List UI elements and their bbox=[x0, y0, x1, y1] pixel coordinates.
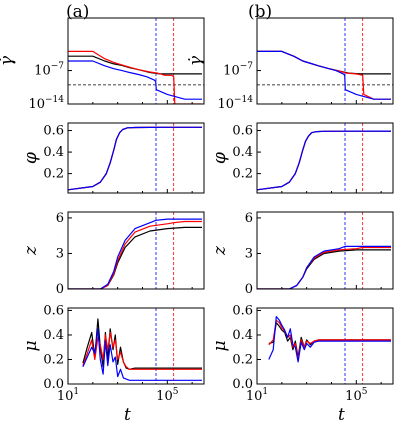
y-tick-label: 0.4 bbox=[43, 145, 64, 160]
x-axis-label-a: t bbox=[124, 405, 131, 425]
red-series-line bbox=[257, 50, 391, 100]
y-tick-label: 0.4 bbox=[232, 328, 253, 343]
y-axis-label-mu: μ bbox=[21, 340, 41, 351]
red-series-line bbox=[68, 50, 202, 104]
tick-exponent: −7 bbox=[240, 62, 254, 72]
series-group bbox=[68, 218, 202, 289]
tick-exponent: −7 bbox=[51, 62, 65, 72]
x-tick-label: 101 bbox=[246, 387, 268, 404]
black-series-line bbox=[257, 130, 391, 191]
y-tick-label: 0 bbox=[56, 282, 64, 297]
red-series-line bbox=[68, 220, 202, 289]
y-tick-label: 0.2 bbox=[232, 167, 253, 182]
blue-series-line bbox=[257, 50, 391, 100]
blue-series-line bbox=[68, 218, 202, 289]
x-tick-label: 105 bbox=[345, 387, 368, 404]
y-tick-label: 0.0 bbox=[43, 377, 64, 392]
axes-frame bbox=[67, 307, 205, 385]
black-series-line bbox=[257, 50, 391, 75]
axes-frame bbox=[67, 211, 205, 290]
series-group bbox=[257, 50, 391, 100]
red-series-line bbox=[82, 331, 202, 370]
y-tick-label: 0.4 bbox=[43, 328, 64, 343]
series-group bbox=[268, 316, 391, 363]
panel-gamma-b: 10−7 10−14 γ̇ bbox=[186, 17, 394, 112]
panel-z-b: 6 3 0 z bbox=[210, 211, 394, 297]
panel-gamma-a: 10−7 10−14 γ̇ bbox=[0, 17, 205, 112]
tick-exponent: 5 bbox=[173, 387, 179, 397]
blue-series-line bbox=[68, 126, 202, 191]
blue-series-line bbox=[257, 245, 391, 289]
tick-exponent: −14 bbox=[234, 95, 253, 105]
axes-frame bbox=[67, 122, 205, 194]
y-tick-label: 0.0 bbox=[232, 377, 253, 392]
panel-phi-a: 0.6 0.4 0.2φ bbox=[21, 122, 205, 194]
y-tick-label: 0.2 bbox=[232, 352, 253, 367]
y-axis-label-phi: φ bbox=[21, 152, 41, 164]
y-axis-label-gamma: γ̇ bbox=[186, 55, 206, 66]
blue-series-line bbox=[268, 316, 391, 363]
series-group bbox=[68, 50, 202, 104]
series-group bbox=[257, 130, 391, 191]
y-tick-label: 0.6 bbox=[232, 124, 253, 139]
y-tick-label: 10−7 bbox=[34, 62, 64, 79]
black-series-line bbox=[257, 249, 391, 289]
panel-label-a: (a) bbox=[66, 2, 89, 22]
series-group bbox=[257, 245, 391, 289]
y-axis-label-gamma: γ̇ bbox=[0, 55, 17, 66]
y-tick-label: 0 bbox=[245, 282, 253, 297]
panel-label-b: (b) bbox=[248, 2, 272, 22]
plot-grid: 10−710−14γ̇0.60.40.2φ630z0.60.40.20.0101… bbox=[0, 17, 394, 404]
y-tick-label: 0.6 bbox=[43, 303, 64, 318]
y-tick-label: 0.2 bbox=[43, 352, 64, 367]
y-axis-label-z: z bbox=[210, 245, 230, 256]
y-tick-label: 10−7 bbox=[223, 62, 253, 79]
y-tick-label: 0.4 bbox=[232, 145, 253, 160]
black-series-line bbox=[68, 226, 202, 289]
black-series-line bbox=[68, 126, 202, 191]
axes-frame bbox=[256, 307, 394, 385]
blue-series-line bbox=[82, 328, 202, 381]
tick-exponent: 5 bbox=[362, 387, 368, 397]
panel-z-a: 6 3 0 z bbox=[21, 211, 205, 297]
y-tick-label: 3 bbox=[245, 246, 253, 261]
axes-frame bbox=[256, 211, 394, 290]
y-tick-label: 10−14 bbox=[217, 95, 253, 112]
y-tick-label: 0.2 bbox=[43, 167, 64, 182]
red-series-line bbox=[257, 130, 391, 191]
series-group bbox=[82, 318, 202, 381]
y-axis-label-phi: φ bbox=[210, 152, 230, 164]
tick-exponent: 1 bbox=[262, 387, 268, 397]
x-axis-label-b: t bbox=[338, 405, 345, 425]
series-group bbox=[68, 126, 202, 191]
blue-series-line bbox=[257, 130, 391, 191]
panel-phi-b: 0.6 0.4 0.2φ bbox=[210, 122, 394, 194]
y-axis-label-mu: μ bbox=[210, 340, 230, 351]
black-series-line bbox=[68, 55, 202, 75]
axes-frame bbox=[256, 17, 394, 105]
y-tick-label: 3 bbox=[56, 246, 64, 261]
blue-series-line bbox=[68, 60, 202, 100]
axes-frame bbox=[256, 122, 394, 194]
y-tick-label: 10−14 bbox=[28, 95, 64, 112]
y-tick-label: 0.6 bbox=[232, 303, 253, 318]
y-tick-label: 0.6 bbox=[43, 124, 64, 139]
y-tick-label: 6 bbox=[56, 211, 64, 226]
tick-exponent: 1 bbox=[73, 387, 79, 397]
red-series-line bbox=[68, 126, 202, 191]
x-tick-label: 101 bbox=[57, 387, 79, 404]
x-tick-label: 105 bbox=[156, 387, 179, 404]
tick-exponent: −14 bbox=[45, 95, 64, 105]
axes-frame bbox=[67, 17, 205, 105]
y-axis-label-z: z bbox=[21, 245, 41, 256]
y-tick-label: 6 bbox=[245, 211, 253, 226]
